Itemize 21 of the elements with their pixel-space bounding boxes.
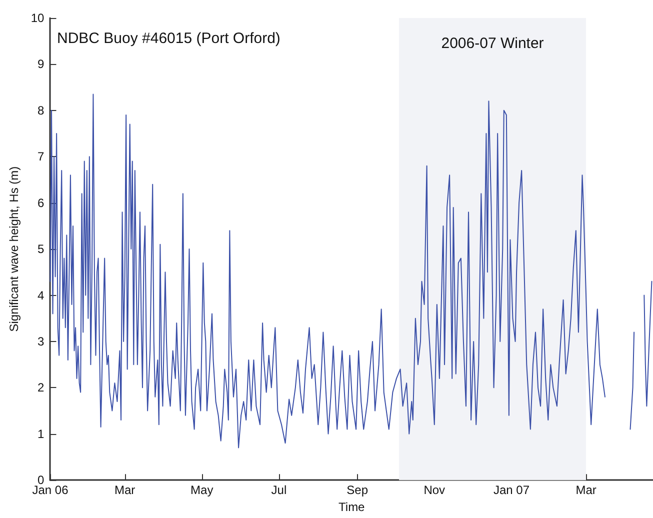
y-axis-title: Significant wave height, Hs (m): [7, 166, 21, 332]
y-tick-label: 3: [38, 334, 45, 348]
x-tick-label: Mar: [114, 483, 136, 498]
x-tick-label: Sep: [346, 483, 368, 498]
y-tick-label: 7: [38, 150, 45, 164]
y-tick-label: 5: [38, 242, 45, 256]
x-tick-label: Jul: [271, 483, 287, 498]
x-tick-label: Jan 07: [493, 483, 530, 498]
x-tick-label: Nov: [424, 483, 446, 498]
x-axis-title: Time: [338, 500, 366, 514]
y-tick-label: 2: [38, 380, 45, 395]
x-tick-label: Mar: [576, 483, 596, 498]
band-label: 2006-07 Winter: [441, 35, 544, 52]
y-tick-label: 6: [38, 196, 45, 210]
y-tick-label: 9: [38, 57, 45, 72]
y-tick-label: 1: [38, 426, 45, 441]
x-tick-label: May: [190, 483, 214, 498]
y-tick-label: 10: [30, 11, 45, 25]
text: NDBC Buoy #46015 (Port Orford): [57, 30, 280, 47]
y-tick-label: 8: [38, 103, 45, 118]
y-tick-label: 4: [38, 288, 45, 302]
